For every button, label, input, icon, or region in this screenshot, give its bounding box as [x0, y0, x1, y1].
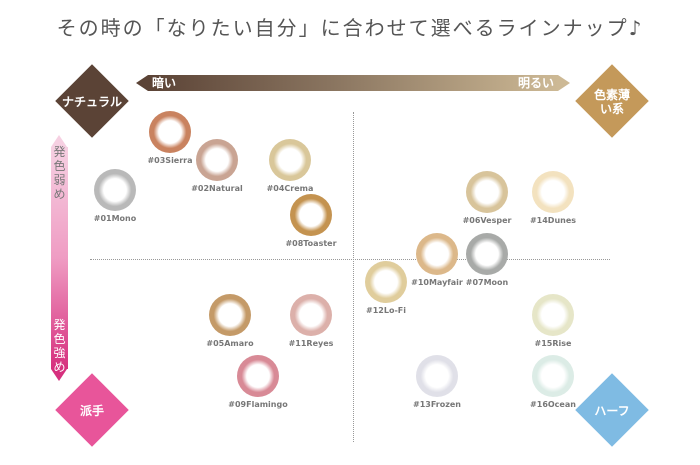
lens-label: #10Mayfair [411, 278, 463, 287]
quadrant-label-natural: ナチュラル [61, 95, 122, 109]
lens-label: #14Dunes [529, 216, 577, 225]
intensity-axis-bar [51, 147, 68, 369]
lens-label: #16Ocean [530, 400, 576, 409]
lens-image[interactable] [269, 139, 311, 181]
horizontal-divider [90, 259, 610, 260]
axis-label-bright: 明るい [518, 76, 555, 90]
lens-label: #11Reyes [288, 339, 334, 348]
lens-label: #09Flamingo [228, 400, 288, 409]
brightness-axis-bar [148, 75, 558, 91]
quadrant-label-half: ハーフ [594, 404, 630, 418]
lens-image[interactable] [532, 294, 574, 336]
down-arrow-head [51, 369, 67, 381]
lens-label: #13Frozen [412, 400, 461, 409]
lens-image[interactable] [209, 294, 251, 336]
axis-label-weak: 発色弱め [53, 145, 66, 201]
lens-image[interactable] [196, 139, 238, 181]
lens-label: #04Crema [266, 184, 314, 193]
vertical-divider [353, 112, 354, 442]
lens-image[interactable] [532, 171, 574, 213]
page-title: その時の「なりたい自分」に合わせて選べるラインナップ♪ [56, 16, 644, 40]
lens-label: #03Sierra [147, 156, 193, 165]
lens-image[interactable] [149, 111, 191, 153]
right-arrow-head [558, 75, 570, 91]
lens-image[interactable] [365, 261, 407, 303]
lens-label: #06Vesper [462, 216, 512, 225]
left-arrow-head [136, 75, 148, 91]
quadrant-label-light-pigment: 色素薄い系 [593, 88, 630, 116]
lens-image[interactable] [466, 171, 508, 213]
lens-image[interactable] [290, 294, 332, 336]
lens-label: #08Toaster [285, 239, 337, 248]
lens-image[interactable] [466, 233, 508, 275]
lens-label: #01Mono [93, 214, 137, 223]
lens-label: #07Moon [465, 278, 509, 287]
lens-image[interactable] [290, 194, 332, 236]
axis-label-strong: 発色強め [53, 318, 66, 374]
lens-image[interactable] [237, 355, 279, 397]
quadrant-label-flashy: 派手 [79, 404, 104, 418]
axis-label-dark: 暗い [152, 76, 177, 90]
lens-image[interactable] [416, 233, 458, 275]
lens-label: #05Amaro [206, 339, 254, 348]
lens-image[interactable] [94, 169, 136, 211]
lens-label: #02Natural [191, 184, 243, 193]
lens-label: #15Rise [534, 339, 572, 348]
lens-image[interactable] [416, 355, 458, 397]
lens-label: #12Lo-Fi [366, 306, 406, 315]
lens-image[interactable] [532, 355, 574, 397]
up-arrow-head [51, 135, 67, 147]
